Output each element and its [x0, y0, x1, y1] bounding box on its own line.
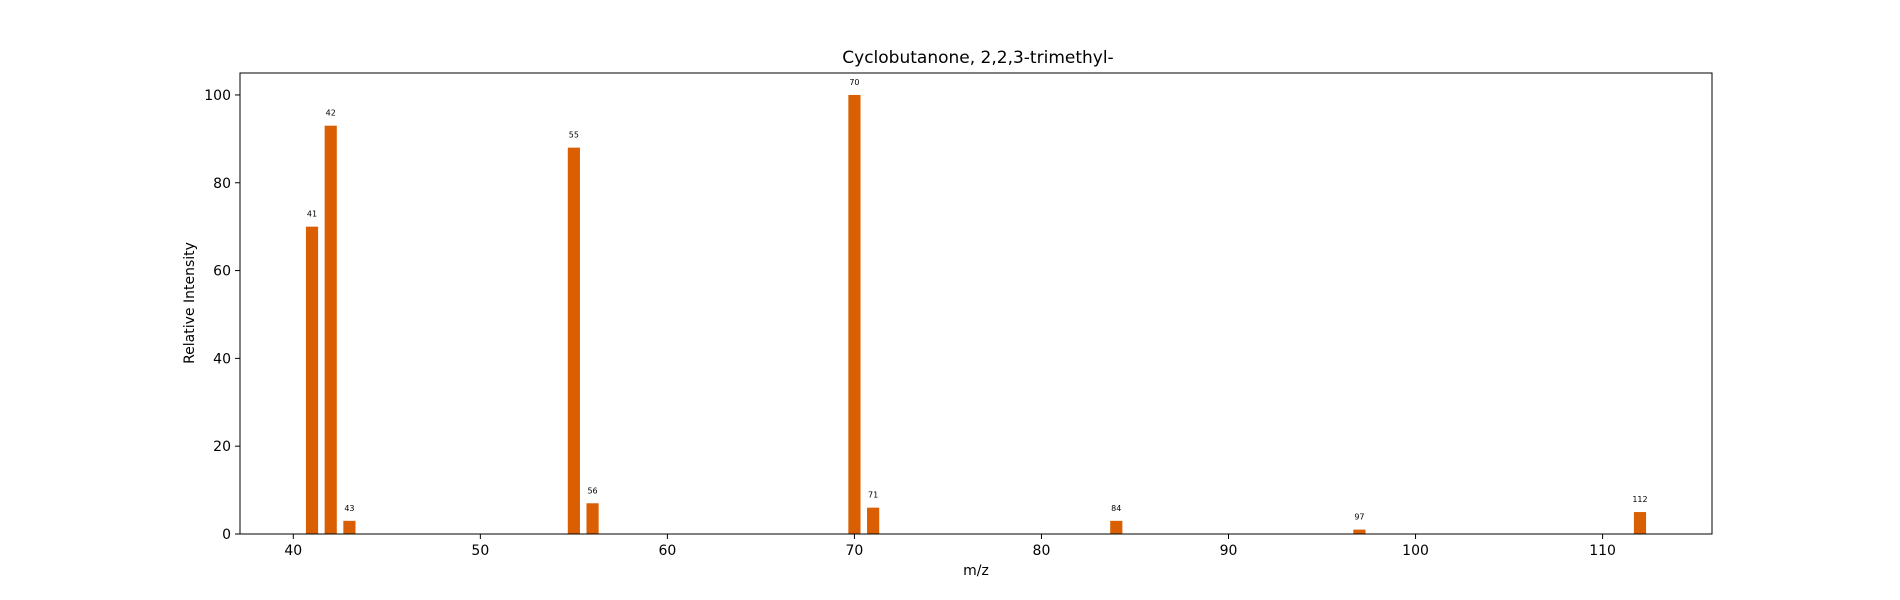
- bar-mz-84: [1110, 520, 1123, 534]
- data-label-mz-56: 56: [587, 486, 597, 495]
- data-label-mz-41: 41: [307, 210, 317, 219]
- y-tick-label-100: 100: [204, 88, 231, 104]
- bar-mz-112: [1633, 512, 1647, 534]
- x-tick-label-90: 90: [1220, 543, 1238, 559]
- y-tick-label-80: 80: [213, 176, 231, 192]
- x-tick-label-80: 80: [1033, 543, 1051, 559]
- data-label-mz-42: 42: [326, 109, 336, 118]
- x-tick-label-70: 70: [846, 543, 864, 559]
- x-tick-label-100: 100: [1402, 543, 1429, 559]
- data-labels-layer: 41 42 43 55 56 70 71 84 97 112: [307, 78, 1648, 522]
- bar-mz-55: [567, 147, 580, 534]
- y-axis-label: Relative Intensity: [182, 242, 198, 364]
- bar-mz-56: [586, 503, 599, 534]
- y-tick-label-20: 20: [213, 439, 231, 455]
- plot-frame: [239, 72, 1713, 535]
- bar-mz-97: [1353, 529, 1366, 534]
- bar-mz-71: [867, 507, 880, 534]
- bars-layer: [305, 94, 1647, 535]
- y-tick-label-0: 0: [222, 527, 231, 543]
- data-label-mz-97: 97: [1354, 513, 1364, 522]
- bar-mz-43: [343, 520, 356, 534]
- data-label-mz-71: 71: [868, 491, 878, 500]
- x-tick-label-50: 50: [471, 543, 489, 559]
- bar-mz-70: [848, 94, 861, 534]
- x-tick-label-60: 60: [658, 543, 676, 559]
- data-label-mz-84: 84: [1111, 504, 1121, 513]
- y-axis: 0 20 40 60 80 100: [204, 88, 240, 543]
- x-axis-label: m/z: [963, 563, 989, 579]
- data-label-mz-70: 70: [849, 78, 859, 87]
- bar-mz-41: [305, 226, 319, 535]
- x-tick-label-110: 110: [1589, 543, 1616, 559]
- y-tick-label-40: 40: [213, 351, 231, 367]
- x-axis: 40 50 60 70 80 90 100 110: [284, 534, 1616, 559]
- bar-mz-42: [324, 125, 337, 534]
- data-label-mz-112: 112: [1632, 495, 1647, 504]
- data-label-mz-43: 43: [344, 504, 354, 513]
- y-tick-label-60: 60: [213, 264, 231, 280]
- chart-title: Cyclobutanone, 2,2,3-trimethyl-: [842, 48, 1113, 68]
- x-tick-label-40: 40: [284, 543, 302, 559]
- data-label-mz-55: 55: [569, 131, 579, 140]
